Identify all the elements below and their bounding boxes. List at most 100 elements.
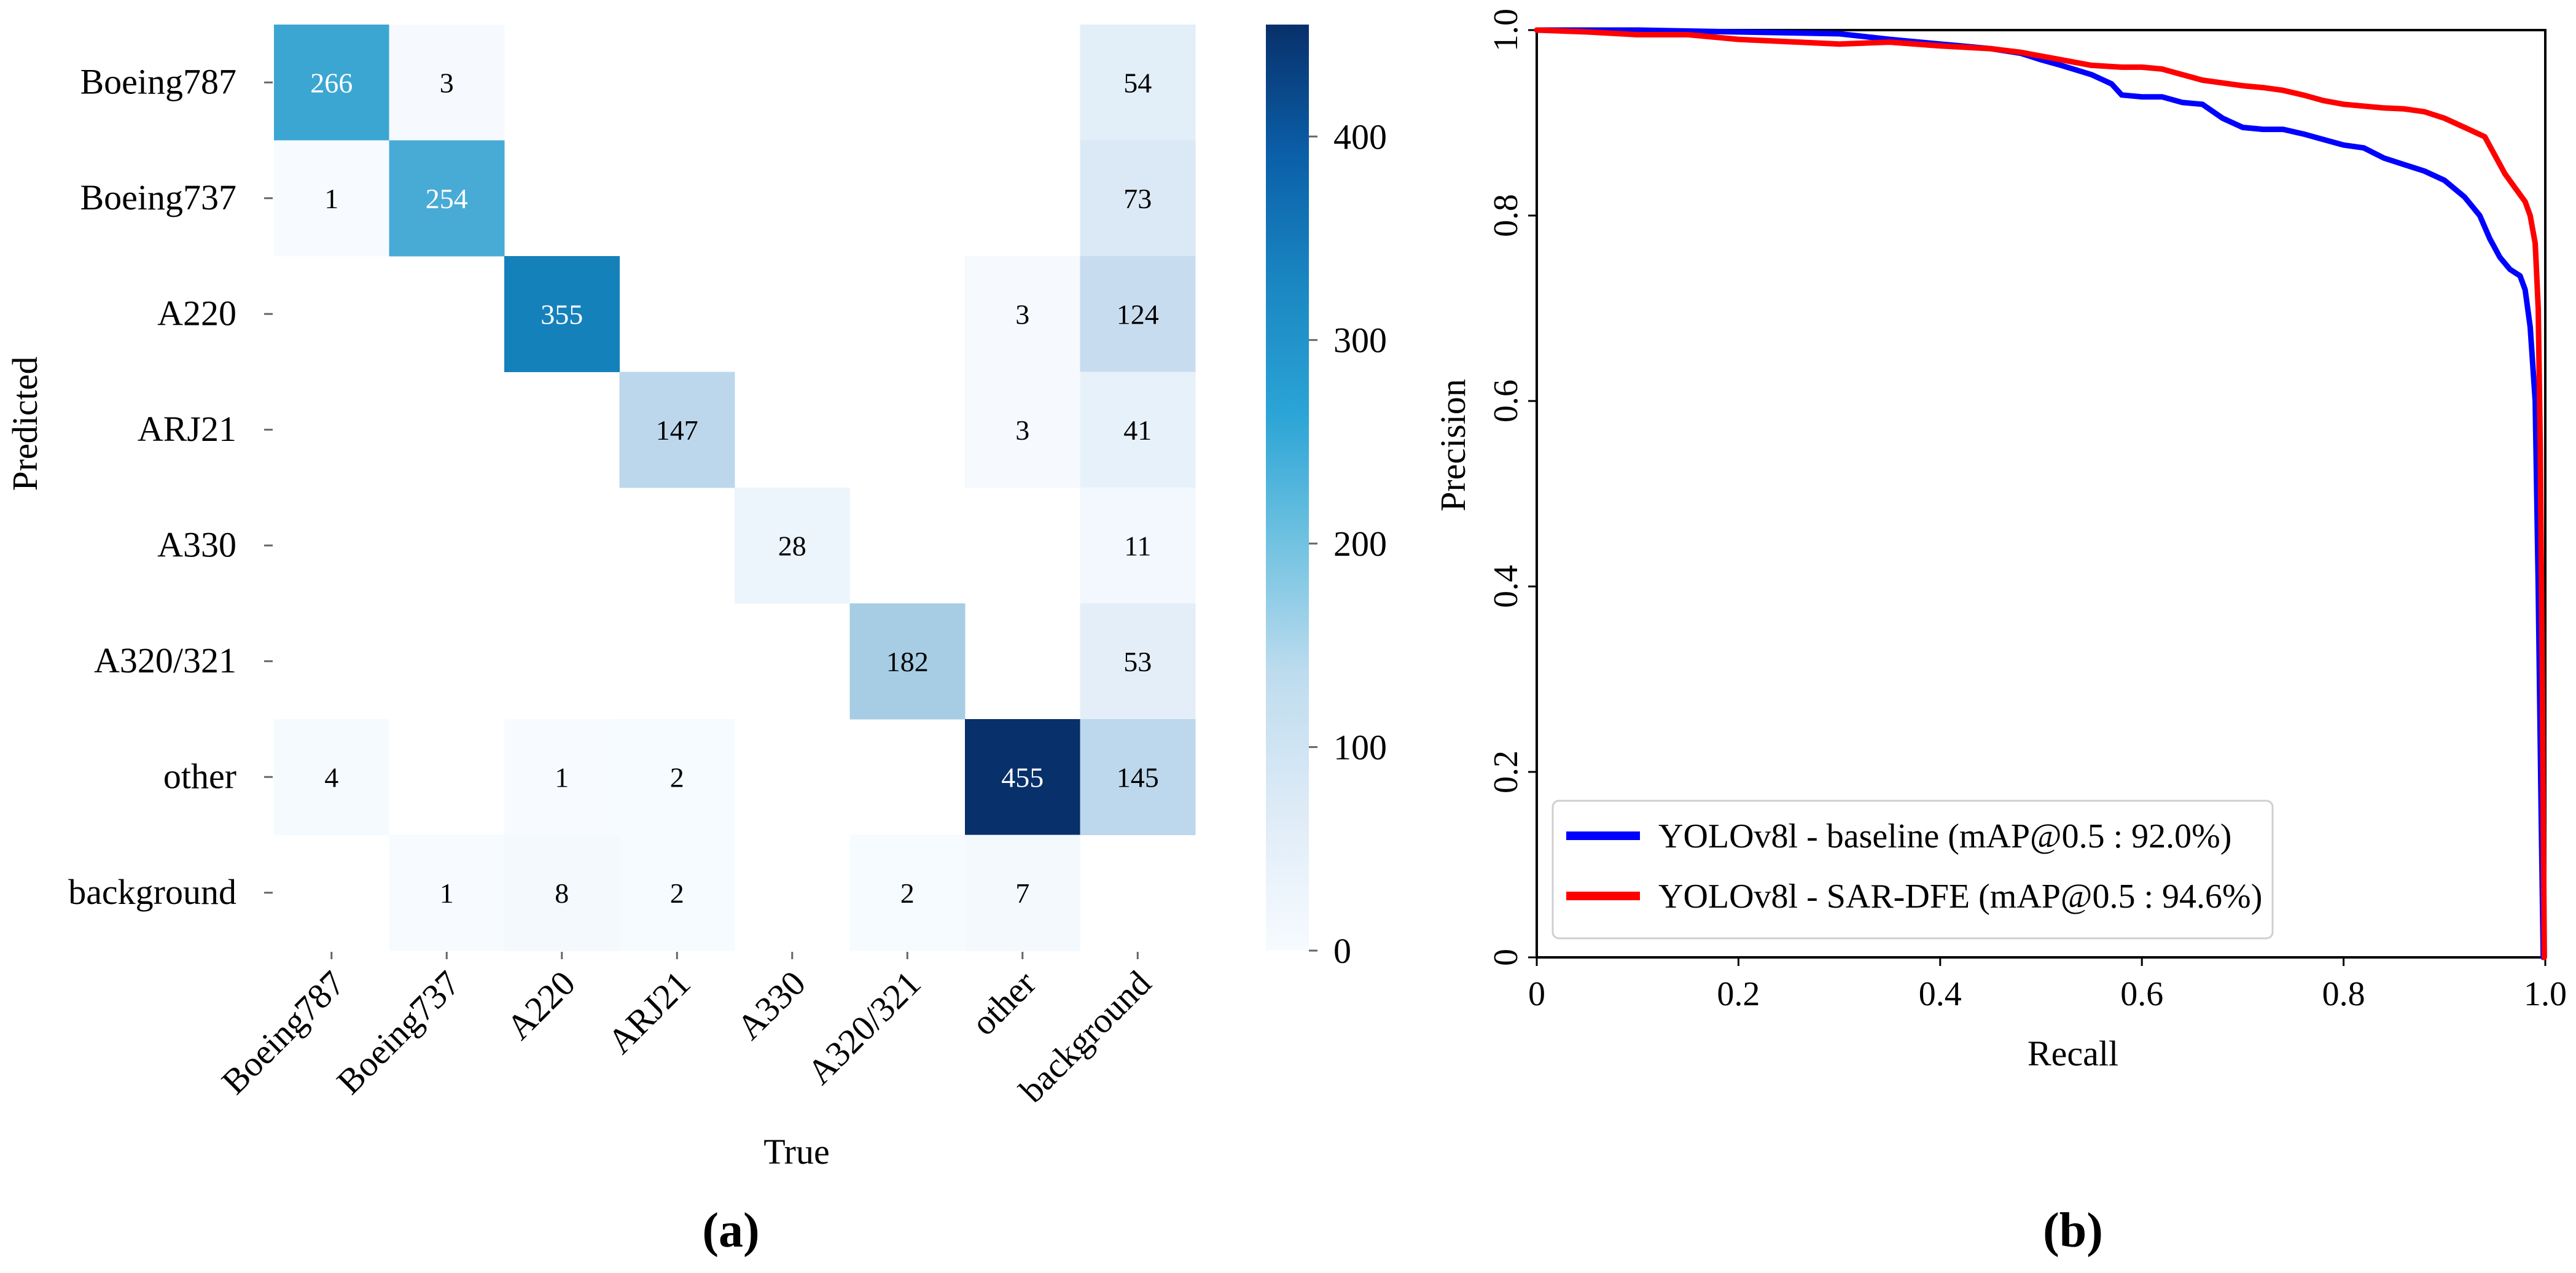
plot-frame xyxy=(1536,29,2547,959)
legend-frame xyxy=(1551,800,2274,940)
heatmap-cell xyxy=(274,719,389,835)
cell-value-label: 147 xyxy=(656,415,698,446)
heatmap-cell xyxy=(619,719,735,835)
colorbar-tick-label: 100 xyxy=(1333,728,1387,768)
heatmap-cell xyxy=(965,256,1080,372)
heatmap-cell xyxy=(504,835,620,951)
heatmap-cell xyxy=(619,835,735,951)
cell-value-label: 11 xyxy=(1124,530,1151,561)
heatmap-cell xyxy=(389,25,505,141)
heatmap-cell xyxy=(274,140,389,257)
column-label: A220 xyxy=(499,963,583,1047)
panel-label-b: (b) xyxy=(2043,1204,2103,1258)
x-axis-label-true: True xyxy=(763,1132,829,1172)
legend: YOLOv8l - baseline (mAP@0.5 : 92.0%) YOL… xyxy=(1551,800,2274,940)
cell-value-label: 145 xyxy=(1117,761,1159,793)
column-label: A320/321 xyxy=(799,963,928,1092)
heatmap-cell xyxy=(849,603,966,720)
cell-value-label: 1 xyxy=(440,878,454,909)
y-axis-label-precision: Precision xyxy=(1433,379,1473,512)
column-label: Boeing737 xyxy=(329,963,467,1102)
cell-value-label: 2 xyxy=(670,878,684,909)
colorbar xyxy=(1266,25,1309,951)
legend-label-sardfe: YOLOv8l - SAR-DFE (mAP@0.5 : 94.6%) xyxy=(1658,878,2262,916)
column-label: other xyxy=(964,963,1044,1043)
heatmap-cell xyxy=(849,835,966,951)
cell-value-label: 3 xyxy=(440,67,454,98)
colorbar-tick-label: 0 xyxy=(1333,931,1351,971)
x-tick-label: 0.4 xyxy=(1919,975,1962,1013)
cell-value-label: 73 xyxy=(1123,183,1152,214)
cell-value-label: 41 xyxy=(1123,415,1152,446)
cell-value-label: 1 xyxy=(555,761,569,793)
x-tick-label: 0.8 xyxy=(2322,975,2365,1013)
y-tick-label: 1.0 xyxy=(1487,9,1525,52)
heatmap-cell xyxy=(619,372,735,488)
cell-value-label: 1 xyxy=(324,183,338,214)
colorbar-tick-label: 400 xyxy=(1333,117,1387,157)
colorbar-ticks: 0 100 200 300 400 xyxy=(1309,117,1387,971)
y-tick-label: 0.6 xyxy=(1487,380,1525,422)
pr-axis-ticks: 0 0.2 0.4 0.6 0.8 1.0 0 0.2 0.4 0.6 0.8 1.0 xyxy=(1487,9,2567,1013)
y-axis-label-predicted: Predicted xyxy=(5,356,45,491)
y-tick-label: 0.8 xyxy=(1487,194,1525,237)
heatmap-cell xyxy=(1080,488,1196,604)
row-label: other xyxy=(163,756,236,796)
matrix-tick-marks xyxy=(264,81,1139,959)
y-tick-label: 0.2 xyxy=(1487,750,1525,793)
row-label: background xyxy=(68,872,236,912)
heatmap-cell xyxy=(965,372,1080,488)
x-tick-label: 0 xyxy=(1528,975,1545,1013)
heatmap-cell xyxy=(735,488,850,604)
row-label: A330 xyxy=(157,524,236,564)
cell-value-label: 54 xyxy=(1123,67,1152,98)
column-label: A330 xyxy=(729,963,813,1047)
cell-value-label: 3 xyxy=(1015,415,1029,446)
row-label: A320/321 xyxy=(94,640,236,680)
confusion-matrix-cells xyxy=(274,25,1196,951)
pr-series-lines xyxy=(1534,27,2547,960)
heatmap-cell xyxy=(504,719,620,835)
heatmap-cell xyxy=(1080,603,1196,720)
cell-value-label: 2 xyxy=(670,761,684,793)
x-tick-label: 1.0 xyxy=(2524,975,2567,1013)
cell-value-label: 266 xyxy=(310,67,353,98)
heatmap-cell xyxy=(1080,719,1196,835)
cell-value-label: 124 xyxy=(1117,298,1159,330)
column-label: ARJ21 xyxy=(600,963,698,1061)
row-labels: Boeing787 Boeing737 A220 ARJ21 A330 A320/321 o… xyxy=(68,61,236,912)
cell-value-label: 455 xyxy=(1001,761,1044,793)
heatmap-cell xyxy=(1080,25,1196,141)
column-label: Boeing787 xyxy=(214,963,353,1102)
x-tick-label: 0.6 xyxy=(2120,975,2163,1013)
heatmap-cell xyxy=(389,835,505,951)
cell-value-label: 28 xyxy=(778,530,806,561)
heatmap-cell xyxy=(1080,372,1196,488)
row-label: Boeing737 xyxy=(80,177,236,217)
cell-value-label: 8 xyxy=(555,878,569,909)
x-tick-label: 0.2 xyxy=(1717,975,1760,1013)
cell-value-label: 355 xyxy=(541,298,583,330)
legend-label-baseline: YOLOv8l - baseline (mAP@0.5 : 92.0%) xyxy=(1658,817,2231,855)
cell-value-label: 182 xyxy=(886,646,929,677)
heatmap-cell xyxy=(389,140,505,257)
row-label: ARJ21 xyxy=(138,409,236,449)
series-line-sar-dfe xyxy=(1534,27,2547,960)
panel-label-a: (a) xyxy=(702,1204,759,1258)
cell-value-label: 2 xyxy=(900,878,915,909)
y-tick-label: 0 xyxy=(1487,949,1525,966)
cell-value-label: 254 xyxy=(426,183,468,214)
heatmap-cell xyxy=(965,719,1080,835)
heatmap-cell xyxy=(965,835,1080,951)
heatmap-cell xyxy=(274,25,389,141)
cell-value-label: 4 xyxy=(324,761,338,793)
heatmap-cell xyxy=(1080,256,1196,372)
heatmap-cell xyxy=(1080,140,1196,257)
x-axis-label-recall: Recall xyxy=(2028,1034,2118,1073)
row-label: A220 xyxy=(157,293,236,333)
y-tick-label: 0.4 xyxy=(1487,565,1525,608)
